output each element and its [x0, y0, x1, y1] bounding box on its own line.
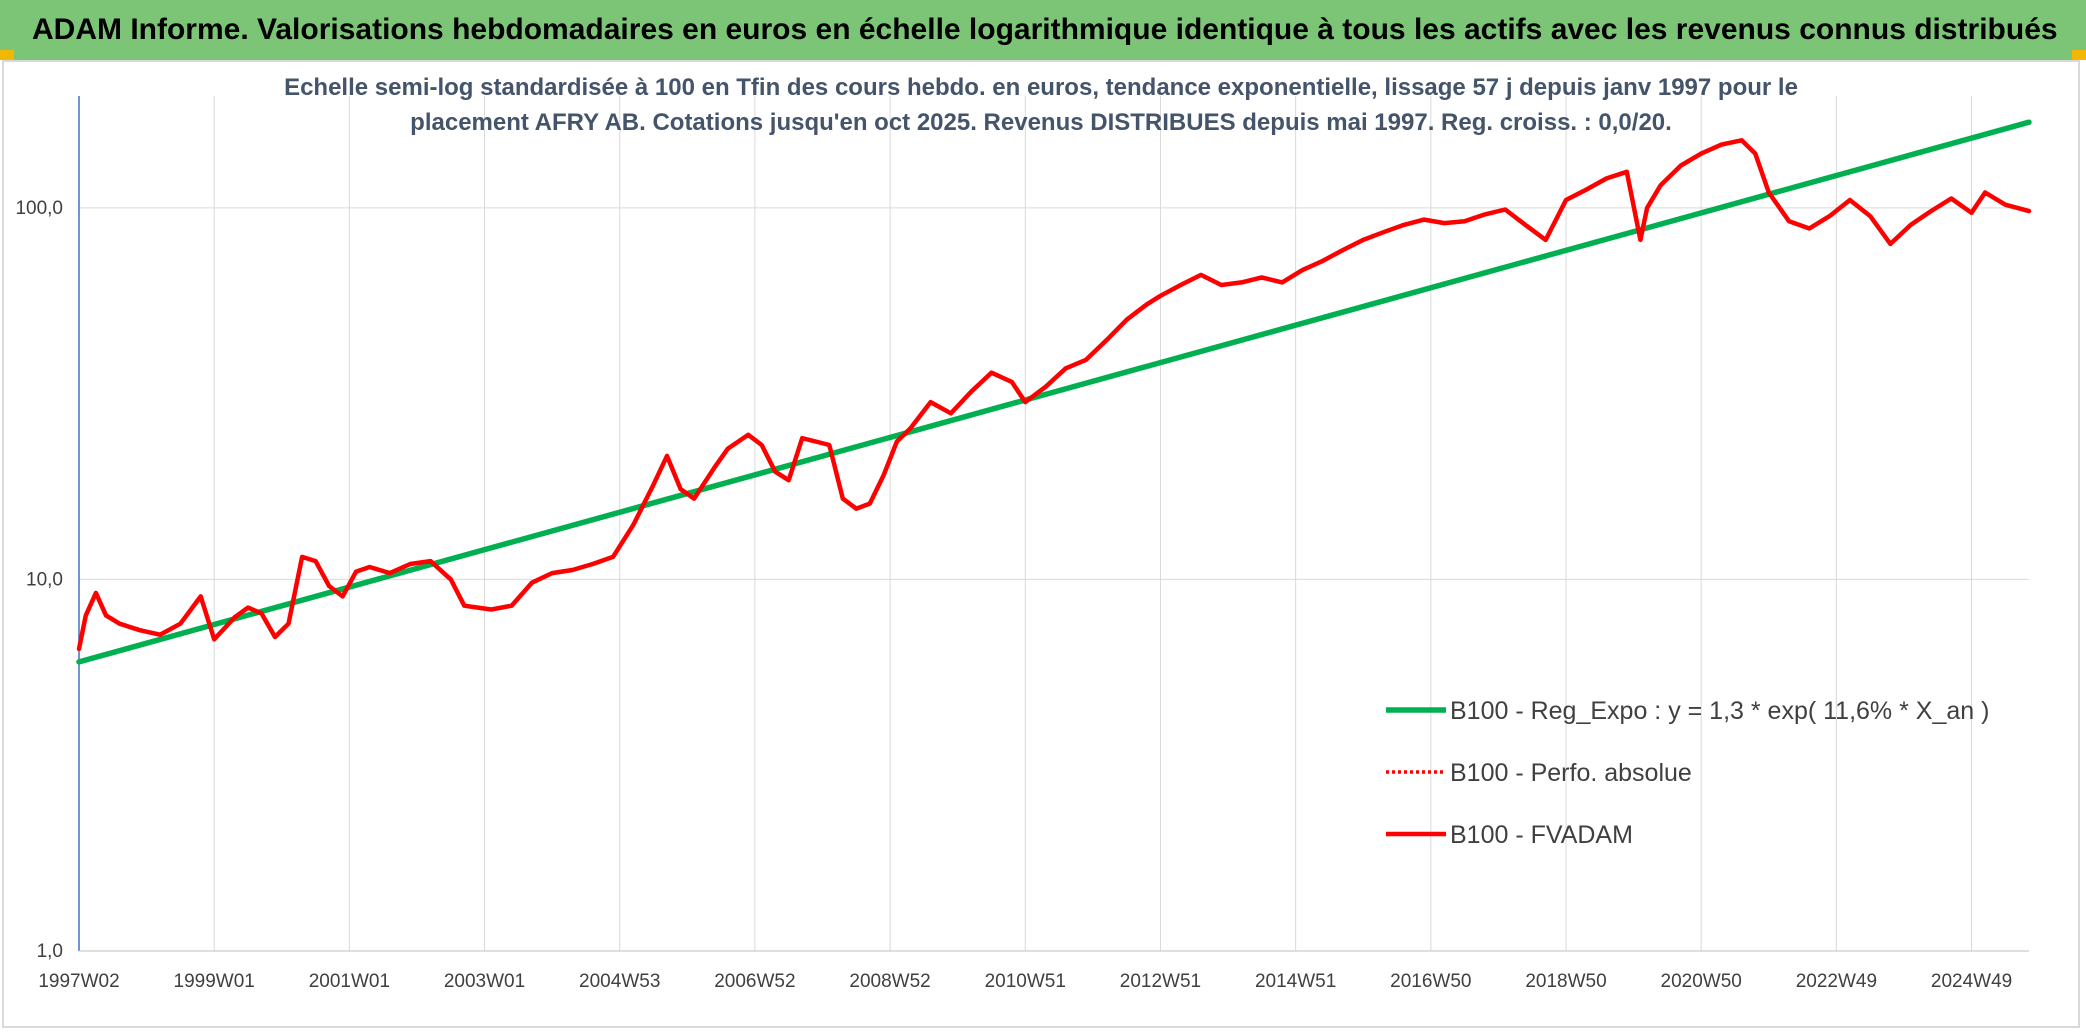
- x-tick-label: 2003W01: [444, 971, 525, 992]
- x-tick-label: 1999W01: [174, 971, 255, 992]
- chart-frame: 1997W02 1999W01 2001W01 2003W01 2004W53 2006W…: [2, 60, 2080, 1028]
- fvadam-line: [76, 138, 2032, 652]
- y-tick-label: 100,0: [15, 198, 63, 219]
- regression-line: [76, 119, 2032, 665]
- x-tick-label: 2008W52: [849, 971, 930, 992]
- x-tick-label: 2016W50: [1390, 971, 1471, 992]
- x-tick-label: 2004W53: [579, 971, 660, 992]
- report-banner: ADAM Informe. Valorisations hebdomadaire…: [0, 0, 2086, 60]
- chart-title-line-1: Echelle semi-log standardisée à 100 en T…: [284, 74, 1798, 101]
- y-tick-label: 1,0: [37, 941, 63, 962]
- tick-layer: 1997W02 1999W01 2001W01 2003W01 2004W53 2006W…: [15, 198, 2012, 992]
- x-tick-label: 2022W49: [1796, 971, 1877, 992]
- x-tick-label: 2001W01: [309, 971, 390, 992]
- grid-layer: [79, 96, 2029, 952]
- x-tick-label: 2010W51: [985, 971, 1066, 992]
- chart-title: Echelle semi-log standardisée à 100 en T…: [284, 74, 1798, 136]
- series-layer: [76, 119, 2032, 665]
- chart-svg: 1997W02 1999W01 2001W01 2003W01 2004W53 2006W…: [15, 74, 2032, 992]
- x-tick-label: 2012W51: [1120, 971, 1201, 992]
- corner-marker: [0, 50, 14, 60]
- x-tick-label: 2006W52: [714, 971, 795, 992]
- banner-title: ADAM Informe. Valorisations hebdomadaire…: [32, 13, 2058, 46]
- x-tick-label: 2018W50: [1525, 971, 1606, 992]
- legend-label: B100 - Perfo. absolue: [1450, 759, 1692, 787]
- legend-label: B100 - Reg_Expo : y = 1,3 * exp( 11,6% *…: [1450, 697, 1989, 725]
- x-tick-label: 2020W50: [1661, 971, 1742, 992]
- y-tick-label: 10,0: [26, 569, 63, 590]
- legend-label: B100 - FVADAM: [1450, 821, 1633, 849]
- corner-marker: [2072, 50, 2086, 60]
- chart-title-line-2: placement AFRY AB. Cotations jusqu'en oc…: [410, 109, 1672, 136]
- x-tick-label: 2024W49: [1931, 971, 2012, 992]
- x-tick-label: 1997W02: [38, 971, 119, 992]
- x-tick-label: 2014W51: [1255, 971, 1336, 992]
- legend: B100 - Reg_Expo : y = 1,3 * exp( 11,6% *…: [1386, 697, 1989, 849]
